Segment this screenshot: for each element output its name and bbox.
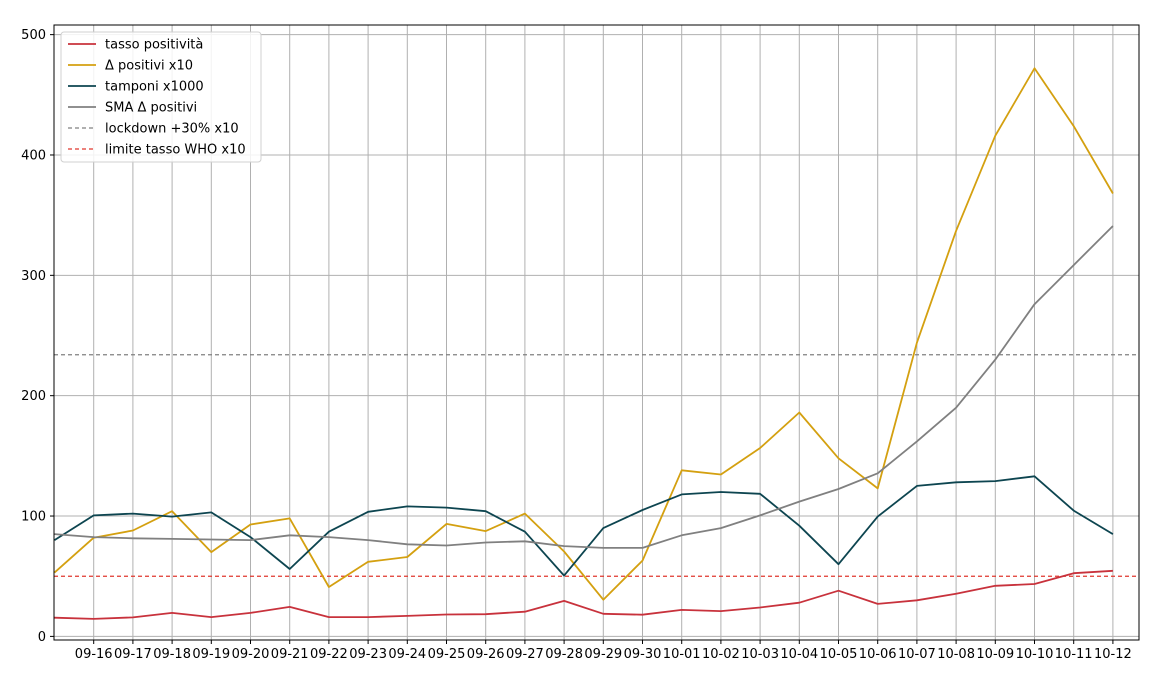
x-tick-label: 10-03 xyxy=(741,647,779,662)
x-tick-label: 09-21 xyxy=(271,647,309,662)
x-tick-label: 09-22 xyxy=(310,647,348,662)
x-tick-label: 09-30 xyxy=(624,647,662,662)
x-tick-label: 10-11 xyxy=(1055,647,1093,662)
x-tick-label: 10-08 xyxy=(937,647,975,662)
series-line xyxy=(54,569,1113,620)
x-tick-label: 10-12 xyxy=(1094,647,1132,662)
x-tick-label: 09-17 xyxy=(114,647,152,662)
x-tick-label: 10-05 xyxy=(820,647,858,662)
x-axis: 09-16 09-17 09-18 09-19 09-20 09-21 09-22 09-23… xyxy=(75,640,1132,662)
x-tick-label: 10-07 xyxy=(898,647,936,662)
x-tick-label: 09-28 xyxy=(545,647,583,662)
legend-box xyxy=(60,31,262,163)
series-line xyxy=(54,225,1114,549)
series-line xyxy=(53,67,1114,601)
x-tick-label: 09-18 xyxy=(153,647,191,662)
legend-label: limite tasso WHO x10 xyxy=(105,143,246,158)
series-lines xyxy=(53,67,1114,620)
x-tick-label: 09-16 xyxy=(75,647,113,662)
y-tick-label: 500 xyxy=(21,28,46,43)
y-tick-label: 200 xyxy=(21,389,46,404)
y-tick-label: 100 xyxy=(21,510,46,525)
legend-label: SMA Δ positivi xyxy=(105,101,197,116)
y-axis: 0 100 200 300 400 500 xyxy=(21,28,54,645)
x-tick-label: 09-25 xyxy=(428,647,466,662)
x-tick-label: 10-09 xyxy=(976,647,1014,662)
legend-label: Δ positivi x10 xyxy=(105,59,193,74)
reference-lines xyxy=(54,354,1139,577)
legend: tasso positività Δ positivi x10 tamponi x1… xyxy=(60,31,262,163)
x-tick-label: 09-29 xyxy=(584,647,622,662)
x-tick-label: 10-10 xyxy=(1016,647,1054,662)
legend-label: lockdown +30% x10 xyxy=(105,122,239,137)
plot-frame xyxy=(53,24,1140,641)
y-tick-label: 300 xyxy=(21,269,46,284)
x-tick-label: 10-04 xyxy=(780,647,818,662)
x-tick-label: 10-02 xyxy=(702,647,740,662)
y-tick-label: 0 xyxy=(38,630,46,645)
legend-label: tasso positività xyxy=(105,38,203,53)
x-tick-label: 09-26 xyxy=(467,647,505,662)
x-tick-label: 09-24 xyxy=(388,647,426,662)
series-line xyxy=(54,475,1114,577)
y-tick-label: 400 xyxy=(21,148,46,163)
x-tick-label: 10-06 xyxy=(859,647,897,662)
x-tick-label: 10-01 xyxy=(663,647,701,662)
x-tick-label: 09-19 xyxy=(192,647,230,662)
x-tick-label: 09-23 xyxy=(349,647,387,662)
x-tick-label: 09-20 xyxy=(232,647,270,662)
legend-label: tamponi x1000 xyxy=(105,80,204,95)
x-tick-label: 09-27 xyxy=(506,647,544,662)
